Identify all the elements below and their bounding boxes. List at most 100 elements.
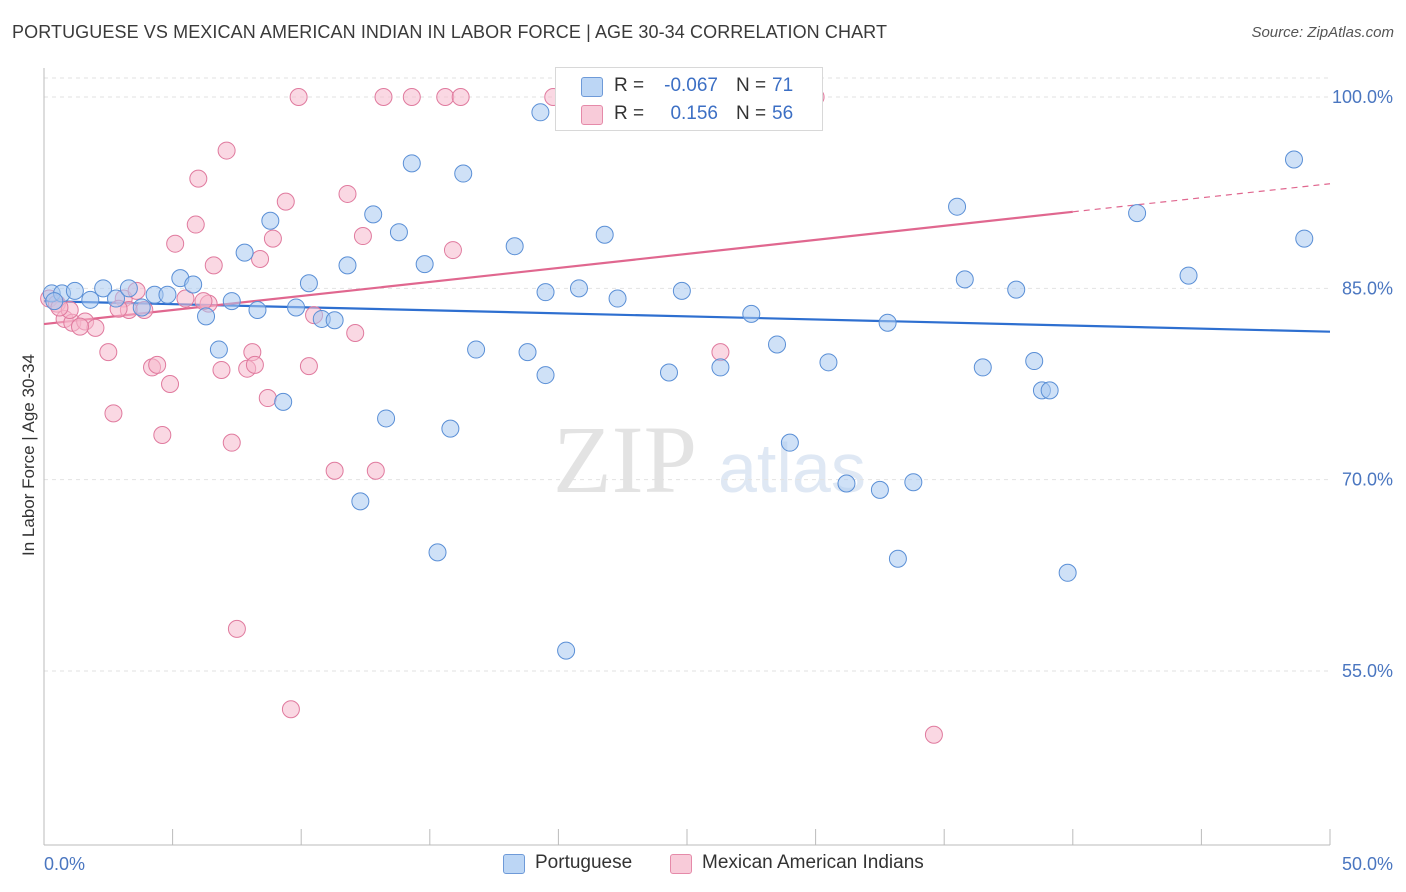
legend-swatch-mexican (581, 105, 603, 125)
point-portuguese (888, 549, 907, 568)
point-mexican (227, 619, 246, 638)
point-portuguese (1284, 150, 1303, 169)
point-mexican (166, 234, 185, 253)
point-mexican (194, 292, 213, 311)
point-portuguese (132, 298, 151, 317)
point-mexican (289, 88, 308, 106)
legend-n-value: 71 (772, 75, 794, 96)
point-mexican (263, 229, 282, 248)
point-portuguese (780, 433, 799, 452)
point-portuguese (672, 281, 691, 300)
point-mexican (924, 725, 943, 744)
point-mexican (366, 461, 385, 480)
point-portuguese (1295, 229, 1314, 248)
point-portuguese (595, 225, 614, 244)
point-portuguese (768, 335, 787, 354)
zipatlas-watermark: ZIP atlas (553, 406, 866, 513)
point-mexican (443, 241, 462, 260)
point-mexican (338, 184, 357, 203)
legend-r-value: -0.067 (664, 75, 718, 96)
point-portuguese (1058, 563, 1077, 582)
point-portuguese (287, 298, 306, 317)
point-portuguese (65, 281, 84, 300)
point-mexican (436, 88, 455, 106)
legend-swatch-portuguese (503, 854, 525, 874)
point-mexican (99, 343, 118, 362)
point-portuguese (415, 255, 434, 274)
point-portuguese (837, 474, 856, 493)
legend-r-value: 0.156 (670, 103, 718, 124)
point-mexican (245, 355, 264, 374)
legend-swatch-portuguese (581, 77, 603, 97)
axes (43, 68, 1331, 846)
point-mexican (176, 289, 195, 308)
point-portuguese (955, 270, 974, 289)
legend-label-portuguese: Portuguese (535, 852, 633, 873)
point-portuguese (454, 164, 473, 183)
point-portuguese (711, 358, 730, 377)
y-tick-label: 70.0% (1342, 470, 1393, 490)
point-portuguese (274, 392, 293, 411)
point-portuguese (1179, 266, 1198, 285)
point-portuguese (197, 307, 216, 326)
y-tick-label: 55.0% (1342, 661, 1393, 681)
point-portuguese (364, 205, 383, 224)
legend-n-label: N = (736, 75, 767, 96)
point-mexican (217, 141, 236, 160)
point-portuguese (107, 289, 126, 308)
point-portuguese (518, 343, 537, 362)
legend-row-portuguese: R = -0.067 N = 71 (556, 73, 822, 101)
chart-title: PORTUGUESE VS MEXICAN AMERICAN INDIAN IN… (12, 22, 888, 42)
point-portuguese (819, 353, 838, 372)
legend-label-mexican: Mexican American Indians (702, 852, 924, 873)
watermark-zip: ZIP (553, 406, 697, 513)
point-mexican (148, 355, 167, 374)
point-portuguese (536, 366, 555, 385)
point-portuguese (209, 340, 228, 359)
series-legend: Portuguese Mexican American Indians (0, 852, 1406, 878)
point-portuguese (531, 103, 550, 122)
point-portuguese (569, 279, 588, 298)
point-mexican (276, 192, 295, 211)
point-portuguese (235, 243, 254, 262)
point-mexican (281, 700, 300, 719)
point-portuguese (1128, 204, 1147, 223)
point-mexican (374, 88, 393, 106)
point-portuguese (119, 279, 138, 298)
point-portuguese (467, 340, 486, 359)
legend-n-value: 56 (772, 103, 794, 124)
point-mexican (86, 318, 105, 337)
point-portuguese (389, 223, 408, 242)
point-mexican (711, 343, 730, 362)
legend-n-label: N = (736, 103, 767, 124)
point-portuguese (45, 292, 64, 311)
chart-source: Source: ZipAtlas.com (1251, 24, 1394, 41)
legend-row-mexican: R = 0.156 N = 56 (556, 101, 822, 129)
legend-r-label: R = (614, 75, 645, 96)
x-tick-label: 0.0% (44, 854, 85, 874)
point-portuguese (948, 197, 967, 216)
point-mexican (222, 433, 241, 452)
point-portuguese (870, 480, 889, 499)
point-portuguese (325, 311, 344, 330)
point-portuguese (377, 409, 396, 428)
trend-line-mexican-extension (1072, 183, 1331, 213)
point-portuguese (184, 275, 203, 294)
y-axis-label: In Labor Force | Age 30-34 (19, 354, 38, 556)
point-portuguese (536, 283, 555, 302)
x-tick-label: 50.0% (1342, 854, 1393, 874)
point-portuguese (222, 292, 241, 311)
point-mexican (186, 215, 205, 234)
point-portuguese (878, 313, 897, 332)
point-portuguese (158, 285, 177, 304)
point-mexican (153, 426, 172, 445)
point-portuguese (94, 279, 113, 298)
point-mexican (402, 88, 421, 106)
point-portuguese (1007, 280, 1026, 299)
point-portuguese (557, 641, 576, 660)
point-portuguese (1025, 352, 1044, 371)
point-portuguese (1040, 381, 1059, 400)
point-mexican (104, 404, 123, 423)
correlation-legend: R = -0.067 N = 71 R = 0.156 N = 56 (555, 67, 823, 131)
point-portuguese (338, 256, 357, 275)
